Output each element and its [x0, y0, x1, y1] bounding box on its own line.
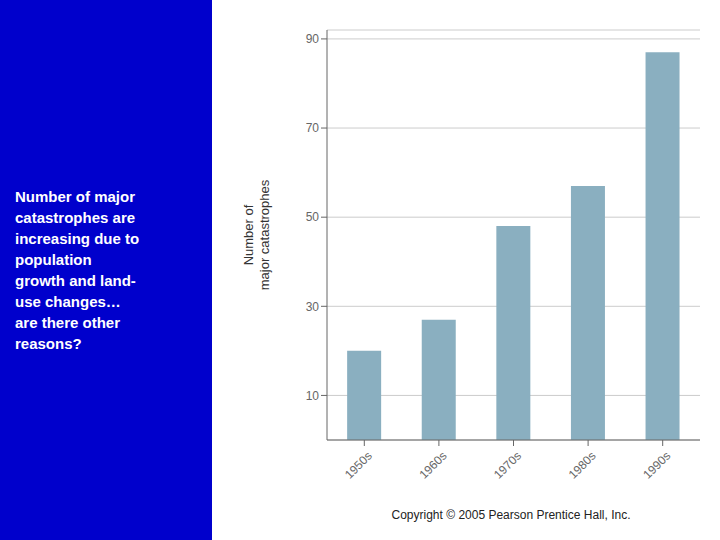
- html-text:Copyright © 2005 Pearson Prent: Copyright © 2005 Pearson Prentice Hall, …: [391, 508, 631, 522]
- svg-text:30: 30: [306, 300, 320, 314]
- svg-text:Number ofmajor catastrophes: Number ofmajor catastrophes: [242, 179, 272, 290]
- svg-text:1960s: 1960s: [416, 449, 449, 482]
- svg-text:90: 90: [306, 32, 320, 46]
- svg-text:1980s: 1980s: [566, 449, 599, 482]
- html-text:Number of major catastrophes a: Number of major catastrophes are increas…: [15, 188, 140, 352]
- svg-text:10: 10: [306, 389, 320, 403]
- svg-text:70: 70: [306, 121, 320, 135]
- svg-text:50: 50: [306, 210, 320, 224]
- svg-text:1970s: 1970s: [491, 449, 524, 482]
- svg-text:1950s: 1950s: [342, 449, 375, 482]
- svg-text:1990s: 1990s: [640, 449, 673, 482]
